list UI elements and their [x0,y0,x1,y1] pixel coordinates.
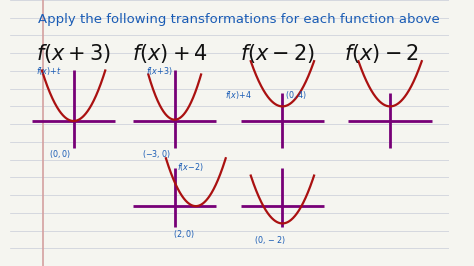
Text: $f(x+3)$: $f(x+3)$ [36,42,111,65]
Text: $f(x)-2$: $f(x)-2$ [344,42,419,65]
Text: $(0,4)$: $(0,4)$ [284,89,306,101]
Text: $f(x{-}2)$: $f(x{-}2)$ [177,161,204,173]
Text: $f(x)+4$: $f(x)+4$ [132,42,208,65]
Text: $f(x){+}4$: $f(x){+}4$ [225,89,252,101]
Text: $(2,0)$: $(2,0)$ [173,228,194,240]
Text: $f(x){+}t$: $f(x){+}t$ [36,65,62,77]
Text: $(0,-2)$: $(0,-2)$ [254,234,285,246]
Text: $f(x-2)$: $f(x-2)$ [240,42,316,65]
Text: Apply the following transformations for each function above: Apply the following transformations for … [37,14,439,26]
Text: $f(x{+}3)$: $f(x{+}3)$ [146,65,173,77]
Text: $(0,0)$: $(0,0)$ [49,148,71,160]
Text: $(-3,0)$: $(-3,0)$ [142,148,170,160]
